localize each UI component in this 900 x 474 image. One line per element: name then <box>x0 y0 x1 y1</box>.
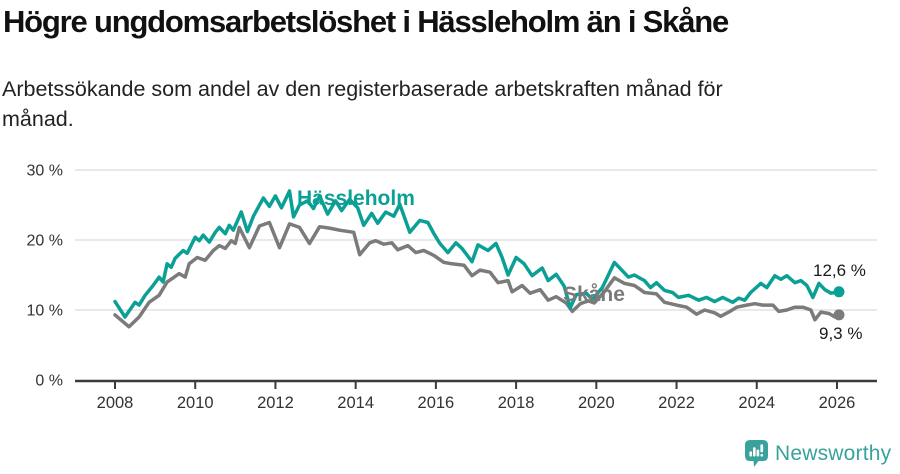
end-value-skane: 9,3 % <box>819 324 863 343</box>
series-line-skåne <box>113 220 841 329</box>
newsworthy-wordmark: Newsworthy <box>775 441 892 465</box>
page-title: Högre ungdomsarbetslöshet i Hässleholm ä… <box>3 4 729 39</box>
x-axis-tick-label: 2014 <box>337 394 374 412</box>
y-axis-tick-label: 30 % <box>27 163 63 180</box>
y-axis-tick-label: 20 % <box>27 233 63 250</box>
x-axis-tick-label: 2010 <box>177 394 214 412</box>
y-axis-tick-label: 10 % <box>27 303 63 320</box>
chart-subtitle: Arbetssökande som andel av den registerb… <box>2 77 723 131</box>
x-axis-tick-label: 2022 <box>658 394 695 412</box>
x-axis-tick-label: 2024 <box>738 394 775 412</box>
series-label-skane: Skåne <box>563 283 625 306</box>
newsworthy-icon <box>745 440 768 467</box>
x-axis-tick-label: 2016 <box>418 394 455 412</box>
series-end-dot-skåne <box>833 309 845 321</box>
end-value-hassleholm: 12,6 % <box>813 261 866 280</box>
series-label-hassleholm: Hässleholm <box>297 187 415 210</box>
x-axis-tick-label: 2018 <box>498 394 535 412</box>
series-line-hässleholm <box>113 189 841 319</box>
x-axis-tick-label: 2008 <box>97 394 134 412</box>
x-axis-tick-label: 2012 <box>257 394 294 412</box>
series-end-dot-hässleholm <box>833 286 845 298</box>
x-axis-tick-label: 2020 <box>578 394 615 412</box>
x-axis-tick-label: 2026 <box>819 394 856 412</box>
newsworthy-logo: Newsworthy <box>744 439 891 468</box>
y-axis-tick-label: 0 % <box>35 373 63 390</box>
